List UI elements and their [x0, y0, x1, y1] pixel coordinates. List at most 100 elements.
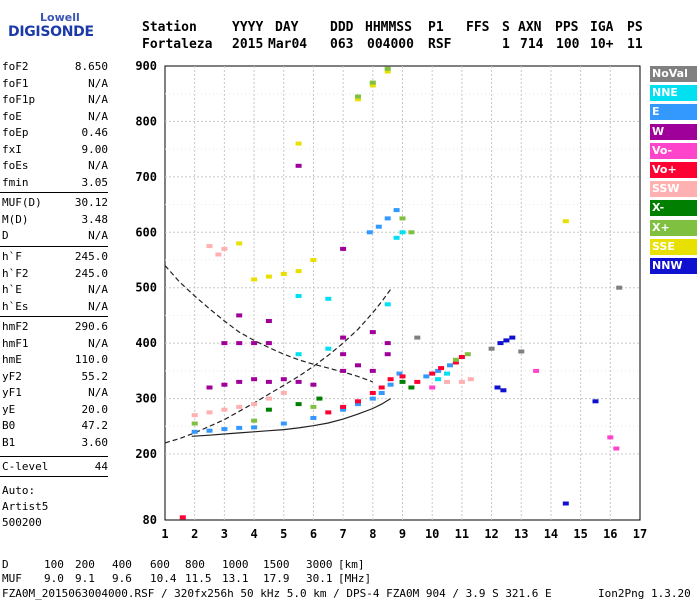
legend-item-vo: Vo-	[650, 142, 697, 159]
header-col-label: DDD	[330, 20, 354, 35]
footer-d-value: [km]	[338, 558, 365, 571]
param-value: N/A	[88, 109, 108, 123]
echo-point	[265, 319, 272, 323]
y-tick-label: 500	[135, 281, 157, 295]
param-name: hmF1	[2, 336, 29, 350]
param-value: 47.2	[81, 419, 109, 432]
echo-point	[251, 377, 258, 382]
footer-muf-value: 30.1	[306, 572, 333, 585]
param-row: foF1p N/A	[2, 93, 108, 108]
footer-muf-value: [MHz]	[338, 572, 372, 585]
series-ssw	[191, 244, 474, 418]
param-row: foF2 8.650	[2, 60, 108, 75]
plot-ticks: 1 2 3 4 5 6 7 8 9 10 11 12 13 14 15 16 17802003004005006…	[135, 59, 647, 541]
echo-point	[414, 335, 421, 340]
echo-point	[295, 402, 302, 407]
y-tick-label: 200	[135, 447, 157, 461]
param-name: B0	[2, 419, 16, 432]
echo-point	[399, 379, 406, 384]
echo-point	[325, 296, 332, 301]
param-name: yE	[2, 402, 16, 416]
echo-point	[295, 379, 302, 384]
echo-point	[310, 416, 317, 420]
echo-point	[206, 410, 213, 415]
echo-point	[408, 385, 415, 390]
y-tick-label: 400	[135, 336, 157, 350]
echo-point	[295, 352, 302, 357]
param-value: N/A	[88, 159, 108, 172]
footer-d-value: 800	[185, 558, 205, 571]
param-value: 290.6	[74, 320, 108, 333]
echo-point	[236, 379, 243, 384]
header-col-label: P1	[428, 20, 444, 35]
param-value: 3.48	[81, 212, 109, 226]
legend-item-x: X+	[650, 219, 697, 236]
header-col-label: YYYY	[232, 20, 264, 35]
header-col-label: PS	[627, 20, 643, 35]
x-tick-label: 3	[221, 527, 228, 541]
param-separator	[0, 316, 108, 317]
param-name: foEs	[2, 159, 29, 172]
echo-point	[369, 80, 376, 85]
legend-item-x: X-	[650, 200, 697, 217]
param-row: fmin 3.05	[2, 176, 108, 191]
param-name: hmF2	[2, 320, 29, 333]
param-row: C-level 44	[2, 460, 108, 475]
echo-point	[295, 269, 302, 274]
echo-point	[438, 366, 445, 371]
x-tick-label: 2	[191, 527, 198, 541]
echo-point	[355, 97, 361, 102]
echo-point	[355, 94, 361, 99]
echo-point	[251, 341, 258, 346]
echo-point	[355, 402, 361, 407]
echo-point	[435, 368, 442, 373]
echo-point	[340, 246, 347, 251]
echo-point	[592, 399, 599, 404]
echo-point	[447, 363, 453, 368]
echo-point	[221, 382, 228, 387]
echo-point	[452, 357, 459, 362]
header-col-label: Station	[142, 20, 197, 35]
param-row: h`Es N/A	[2, 300, 108, 315]
param-name: yF1	[2, 386, 22, 399]
x-tick-label: 7	[340, 527, 347, 541]
footer-version: Ion2Png 1.3.20	[598, 587, 691, 600]
param-row: foEp 0.46	[2, 126, 108, 141]
echo-point	[236, 313, 243, 318]
plot-points	[179, 66, 623, 520]
param-value: N/A	[88, 386, 108, 399]
param-row: D N/A	[2, 229, 108, 244]
param-row: fxI 9.00	[2, 143, 108, 158]
plot-curves	[164, 265, 392, 444]
param-row: B1 3.60	[2, 436, 108, 451]
echo-point	[221, 246, 228, 251]
y-tick-label: 80	[143, 513, 157, 527]
echo-point	[251, 425, 258, 430]
echo-point	[265, 379, 272, 384]
header-col-label: HHMMSS	[365, 20, 412, 35]
header-col-value: 11	[627, 37, 643, 52]
param-row: yE 20.0	[2, 403, 108, 418]
echo-point	[533, 368, 540, 373]
echo-point	[387, 382, 394, 387]
footer-file-info: FZA0M_2015063004000.RSF / 320fx256h 50 k…	[2, 587, 552, 600]
param-row: foF1 N/A	[2, 77, 108, 92]
header-col-label: PPS	[555, 20, 579, 35]
x-tick-label: 15	[573, 527, 587, 541]
echo-point	[423, 374, 430, 379]
echo-point	[378, 385, 385, 390]
echo-point	[399, 230, 406, 235]
param-name: C-level	[2, 460, 49, 473]
param-value: 55.2	[81, 369, 109, 383]
y-tick-label: 600	[135, 225, 157, 239]
param-separator	[0, 456, 108, 457]
echo-point	[280, 421, 287, 426]
echo-point	[221, 341, 228, 346]
echo-point	[458, 355, 465, 359]
echo-point	[387, 377, 394, 382]
echo-point	[369, 368, 376, 373]
echo-point	[251, 418, 258, 423]
legend-item-e: E	[650, 104, 697, 121]
echo-point	[378, 391, 385, 395]
echo-point	[251, 402, 258, 407]
